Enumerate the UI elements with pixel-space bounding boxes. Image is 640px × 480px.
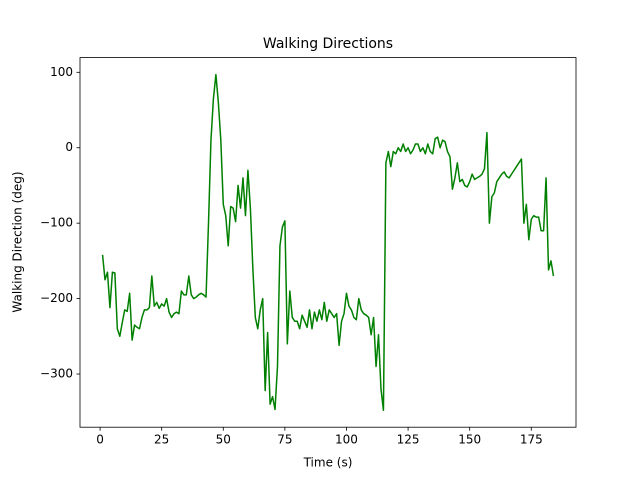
plot-frame [79,57,577,428]
x-tick-label: 0 [96,433,104,447]
x-tick-label: 50 [216,433,231,447]
y-tick-label: −300 [40,367,73,381]
y-axis-label: Walking Direction (deg) [11,171,25,312]
x-axis-label: Time (s) [303,456,353,470]
x-tick-label: 150 [458,433,481,447]
y-tick-label: 0 [65,140,73,154]
y-tick-label: −100 [40,216,73,230]
chart-title: Walking Directions [263,36,393,52]
data-line [101,73,555,411]
x-tick-label: 175 [520,433,543,447]
x-tick-label: 125 [397,433,420,447]
y-tick-label: −200 [40,291,73,305]
x-tick-label: 100 [335,433,358,447]
x-tick-label: 25 [154,433,169,447]
y-tick-label: 100 [50,65,73,79]
x-tick-label: 75 [277,433,292,447]
